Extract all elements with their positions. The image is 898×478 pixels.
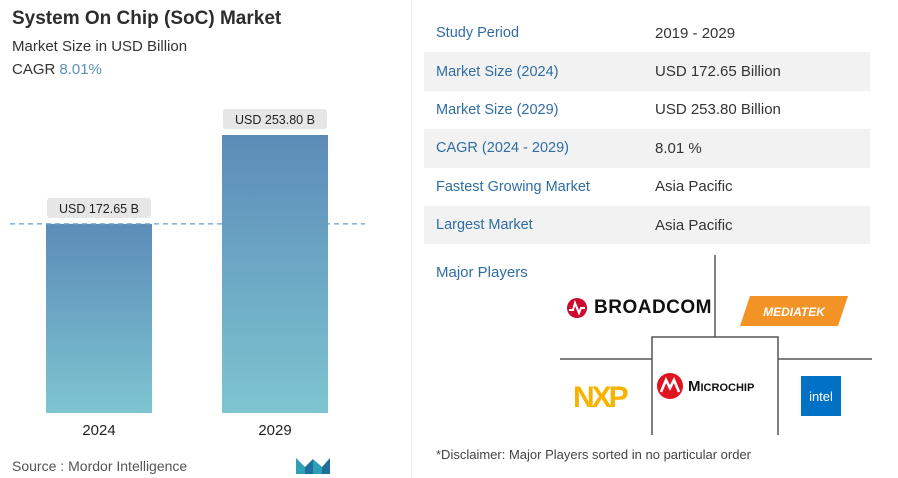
stats-key: Market Size (2029) <box>436 101 559 118</box>
stats-value: USD 172.65 Billion <box>655 63 781 81</box>
stats-key: Study Period <box>436 25 520 42</box>
microchip-wordmark: Microchip <box>688 377 755 395</box>
bar-2029 <box>222 135 328 413</box>
stats-value: 8.01 % <box>655 139 702 157</box>
stats-value: 2019 - 2029 <box>655 24 736 42</box>
source-label: Source : <box>12 458 65 474</box>
intel-wordmark: intel <box>809 389 833 404</box>
stats-key: Market Size (2024) <box>436 63 559 80</box>
stats-row: Market Size (2029) USD 253.80 Billion <box>424 91 870 129</box>
stats-table: Study Period 2019 - 2029 Market Size (20… <box>424 14 870 245</box>
intel-badge: intel <box>801 376 841 416</box>
intel-logo: intel <box>801 376 841 416</box>
stats-row: Market Size (2024) USD 172.65 Billion <box>424 52 870 91</box>
stats-value: Asia Pacific <box>655 178 733 196</box>
cagr-value: 8.01% <box>59 61 102 78</box>
broadcom-logo: BROADCOM <box>566 297 712 319</box>
stats-row: Largest Market Asia Pacific <box>424 205 870 245</box>
source-line: Source : Mordor Intelligence <box>12 458 187 474</box>
nxp-mark: NXP <box>573 381 631 412</box>
bar-chart: USD 172.65 B 2024 USD 253.80 B 2029 <box>10 109 365 439</box>
source-name: Mordor Intelligence <box>68 458 188 474</box>
stats-key: Fastest Growing Market <box>436 178 590 195</box>
mediatek-wordmark: MEDIATEK <box>763 305 826 319</box>
nxp-logo: NXP <box>573 380 639 412</box>
stats-row: Study Period 2019 - 2029 <box>424 14 870 52</box>
panel-divider <box>411 0 412 478</box>
mediatek-logo: MEDIATEK <box>740 296 848 326</box>
broadcom-pulse-icon <box>567 298 587 318</box>
category-tick-label: 2029 <box>258 422 291 439</box>
cagr-line: CAGR 8.01% <box>12 61 102 78</box>
broadcom-wordmark: BROADCOM <box>594 297 712 318</box>
category-tick-label: 2024 <box>82 422 115 439</box>
disclaimer: *Disclaimer: Major Players sorted in no … <box>436 447 752 462</box>
microchip-emblem-icon <box>657 373 683 399</box>
data-label-bg <box>47 197 151 218</box>
chart-subtitle: Market Size in USD Billion <box>12 38 188 55</box>
mediatek-badge: MEDIATEK <box>740 296 848 326</box>
microchip-logo: Microchip <box>656 372 754 400</box>
stats-value: Asia Pacific <box>655 216 733 234</box>
cagr-label: CAGR <box>12 61 56 78</box>
data-label-bg <box>223 109 327 129</box>
nxp-wordmark: NXP <box>573 381 628 412</box>
data-label: USD 253.80 B <box>235 113 315 127</box>
mordor-intelligence-logo <box>296 458 330 474</box>
stats-row: Fastest Growing Market Asia Pacific <box>424 168 870 206</box>
data-label: USD 172.65 B <box>59 202 139 216</box>
players-grid-lines <box>560 255 872 435</box>
stats-row: CAGR (2024 - 2029) 8.01 % <box>424 129 870 168</box>
major-players-label: Major Players <box>436 264 528 281</box>
stats-value: USD 253.80 Billion <box>655 101 781 119</box>
bar-2024 <box>46 223 152 413</box>
chart-title: System On Chip (SoC) Market <box>12 8 282 29</box>
stats-key: CAGR (2024 - 2029) <box>436 140 569 157</box>
stats-key: Largest Market <box>436 217 533 234</box>
